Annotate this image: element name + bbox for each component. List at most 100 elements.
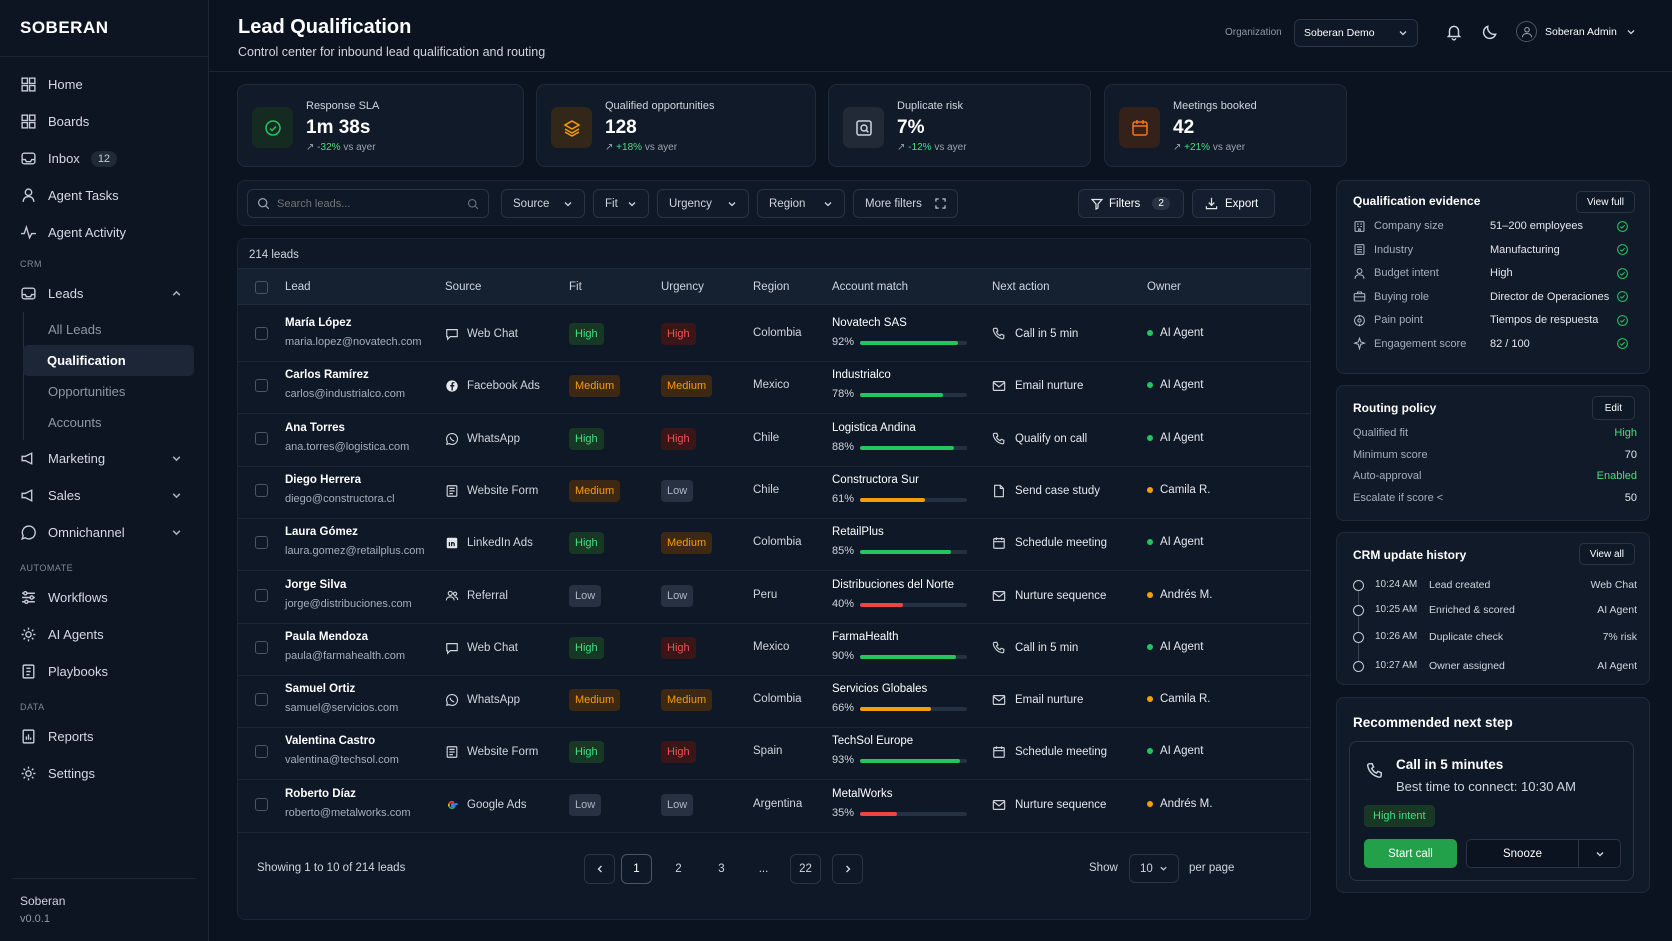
view-full-button[interactable]: View full: [1575, 191, 1635, 213]
nav-home[interactable]: Home: [0, 66, 208, 103]
lead-name[interactable]: Valentina Castro: [285, 735, 376, 748]
nav-marketing[interactable]: Marketing: [0, 440, 208, 477]
next-action[interactable]: Schedule meeting: [992, 745, 1107, 759]
page-subtitle: Control center for inbound lead qualific…: [238, 45, 546, 59]
nav-agent-activity[interactable]: Agent Activity: [0, 214, 208, 251]
lead-name[interactable]: Diego Herrera: [285, 473, 362, 486]
routing-policy-panel: Routing policy Edit Qualified fit High Min…: [1336, 385, 1650, 521]
region-filter-label: Region: [769, 197, 806, 210]
row-checkbox[interactable]: [255, 640, 268, 654]
page-button[interactable]: 1: [621, 854, 652, 884]
nav-omnichannel[interactable]: Omnichannel: [0, 514, 208, 551]
table-row[interactable]: Ana Torres ana.torres@logistica.com WhatsA…: [238, 411, 1310, 467]
nav-agent-tasks[interactable]: Agent Tasks: [0, 177, 208, 214]
bell-icon[interactable]: [1445, 23, 1463, 41]
next-action[interactable]: Qualify on call: [992, 432, 1087, 446]
filters-button[interactable]: Filters 2: [1078, 189, 1184, 218]
source-filter[interactable]: Source: [501, 189, 585, 218]
row-checkbox[interactable]: [255, 588, 268, 602]
user-menu[interactable]: Soberan Admin: [1516, 21, 1636, 42]
search-box[interactable]: [247, 189, 489, 218]
row-checkbox[interactable]: [255, 693, 268, 707]
moon-icon[interactable]: [1481, 23, 1499, 41]
nav-accounts[interactable]: Accounts: [48, 415, 102, 430]
more-filters-label: More filters: [865, 197, 922, 210]
table-row[interactable]: Roberto Díaz roberto@metalworks.com Google…: [238, 777, 1310, 833]
row-checkbox[interactable]: [255, 379, 268, 393]
nav-settings[interactable]: Settings: [0, 755, 208, 792]
view-all-button[interactable]: View all: [1578, 543, 1635, 565]
snooze-button[interactable]: Snooze: [1467, 840, 1579, 867]
next-action[interactable]: Email nurture: [992, 693, 1083, 707]
select-all-checkbox[interactable]: [255, 281, 268, 294]
table-row[interactable]: Carlos Ramírez carlos@industrialco.com Fac…: [238, 358, 1310, 415]
table-row[interactable]: María López maria.lopez@novatech.com Web C…: [238, 306, 1310, 362]
organization-select[interactable]: Soberan Demo: [1294, 19, 1418, 47]
prev-page-button[interactable]: [584, 854, 615, 884]
export-button[interactable]: Export: [1192, 189, 1275, 218]
more-filters-button[interactable]: More filters: [853, 189, 958, 218]
start-call-button[interactable]: Start call: [1364, 839, 1457, 868]
search-input[interactable]: [277, 197, 467, 210]
nav-inbox[interactable]: Inbox 12: [0, 140, 208, 177]
check-circle-icon: [1617, 338, 1628, 349]
nav-boards[interactable]: Boards: [0, 103, 208, 140]
urgency-filter[interactable]: Urgency: [657, 189, 749, 218]
page-button[interactable]: 2: [675, 863, 682, 875]
next-action[interactable]: Nurture sequence: [992, 589, 1106, 603]
kpi-delta-note: vs ayer: [1212, 142, 1246, 153]
next-action[interactable]: Nurture sequence: [992, 798, 1106, 812]
nav-workflows[interactable]: Workflows: [0, 579, 208, 616]
next-action[interactable]: Call in 5 min: [992, 641, 1078, 655]
edit-routing-button[interactable]: Edit: [1591, 396, 1635, 420]
routing-label: Minimum score: [1353, 448, 1428, 461]
row-checkbox[interactable]: [255, 483, 268, 497]
evidence-item: Pain point Tiempos de respuesta: [1353, 311, 1637, 329]
table-row[interactable]: Valentina Castro valentina@techsol.com Web…: [238, 724, 1310, 781]
nav-playbooks[interactable]: Playbooks: [0, 653, 208, 690]
account-match-percent: 92%: [832, 336, 855, 348]
urgency-badge: High: [661, 636, 696, 659]
linkedin-icon: [446, 537, 458, 549]
page-button[interactable]: 22: [790, 854, 821, 884]
next-action[interactable]: Send case study: [992, 484, 1100, 498]
row-checkbox[interactable]: [255, 745, 268, 759]
table-row[interactable]: Samuel Ortiz samuel@servicios.com WhatsApp…: [238, 672, 1310, 729]
next-action[interactable]: Email nurture: [992, 379, 1083, 393]
lead-name[interactable]: Laura Gómez: [285, 526, 358, 539]
owner-name: AI Agent: [1160, 431, 1204, 444]
nav-leads[interactable]: Leads: [0, 275, 208, 312]
lead-name[interactable]: Ana Torres: [285, 421, 345, 434]
lead-name[interactable]: Roberto Díaz: [285, 787, 356, 800]
nav-qualification[interactable]: Qualification: [23, 345, 194, 376]
table-row[interactable]: Jorge Silva jorge@distribuciones.com Refer…: [238, 568, 1310, 624]
timeline-dot: [1353, 632, 1364, 643]
table-row[interactable]: Diego Herrera diego@constructora.cl Websit…: [238, 463, 1310, 519]
nav-sales[interactable]: Sales: [0, 477, 208, 514]
lead-name[interactable]: Paula Mendoza: [285, 630, 369, 643]
nav-opportunities[interactable]: Opportunities: [48, 384, 126, 399]
region-filter[interactable]: Region: [757, 189, 845, 218]
nav-leads-label: Leads: [48, 286, 84, 301]
row-checkbox[interactable]: [255, 327, 268, 340]
row-checkbox[interactable]: [255, 431, 268, 445]
fit-filter[interactable]: Fit: [593, 189, 649, 218]
lead-name[interactable]: Jorge Silva: [285, 578, 347, 591]
page-button[interactable]: 3: [718, 863, 725, 875]
per-page-select[interactable]: 10: [1129, 854, 1179, 883]
nav-ai-agents[interactable]: AI Agents: [0, 616, 208, 653]
row-checkbox[interactable]: [255, 536, 268, 550]
next-page-button[interactable]: [832, 854, 863, 884]
row-checkbox[interactable]: [255, 797, 268, 811]
table-row[interactable]: Paula Mendoza paula@farmahealth.com Web Ch…: [238, 620, 1310, 676]
nav-reports[interactable]: Reports: [0, 718, 208, 755]
next-action[interactable]: Call in 5 min: [992, 327, 1078, 341]
lead-name[interactable]: María López: [285, 317, 352, 329]
snooze-dropdown[interactable]: [1579, 840, 1620, 867]
kpi-label: Response SLA: [306, 100, 380, 112]
lead-name[interactable]: Samuel Ortiz: [285, 683, 356, 696]
next-action[interactable]: Schedule meeting: [992, 536, 1107, 550]
lead-name[interactable]: Carlos Ramírez: [285, 369, 369, 382]
table-row[interactable]: Laura Gómez laura.gomez@retailplus.com Lin…: [238, 515, 1310, 572]
nav-all-leads[interactable]: All Leads: [48, 322, 102, 337]
